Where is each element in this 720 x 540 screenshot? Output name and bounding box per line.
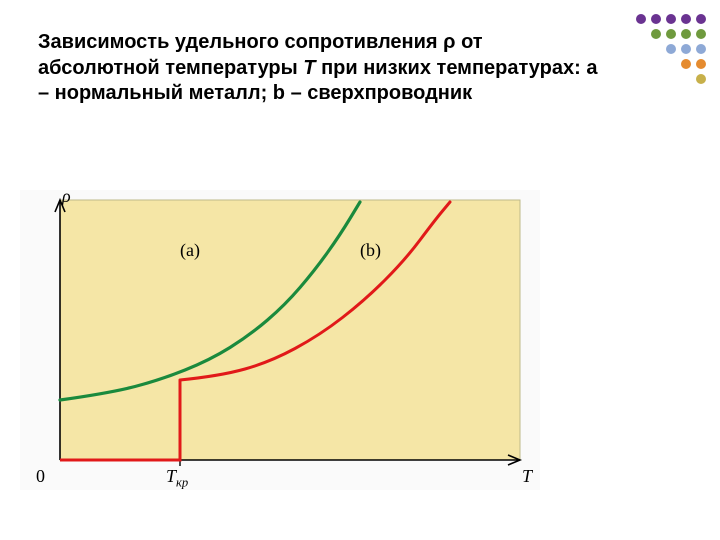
dot [636, 14, 646, 24]
x-axis-tcr-label: Tкр [166, 466, 188, 491]
chart-svg [20, 190, 540, 490]
dot [681, 14, 691, 24]
dot [651, 29, 661, 39]
dot [666, 44, 676, 54]
dot [696, 14, 706, 24]
dot [666, 14, 676, 24]
resistivity-chart: ρ 0 Tкр /* sub handled in fill */ T (a) … [20, 190, 560, 510]
dot [681, 29, 691, 39]
dot [681, 59, 691, 69]
y-axis-label: ρ [62, 186, 71, 207]
dot [696, 29, 706, 39]
dot [696, 59, 706, 69]
dot [666, 29, 676, 39]
curve-b-label: (b) [360, 240, 381, 261]
slide: Зависимость удельного сопротивления ρ от… [0, 0, 720, 540]
slide-title: Зависимость удельного сопротивления ρ от… [38, 30, 598, 107]
dot [696, 74, 706, 84]
dot [696, 44, 706, 54]
dot [651, 14, 661, 24]
dot [681, 44, 691, 54]
x-axis-label: T [522, 466, 532, 487]
corner-dots [636, 14, 706, 89]
curve-a-label: (a) [180, 240, 200, 261]
origin-label: 0 [36, 466, 45, 487]
